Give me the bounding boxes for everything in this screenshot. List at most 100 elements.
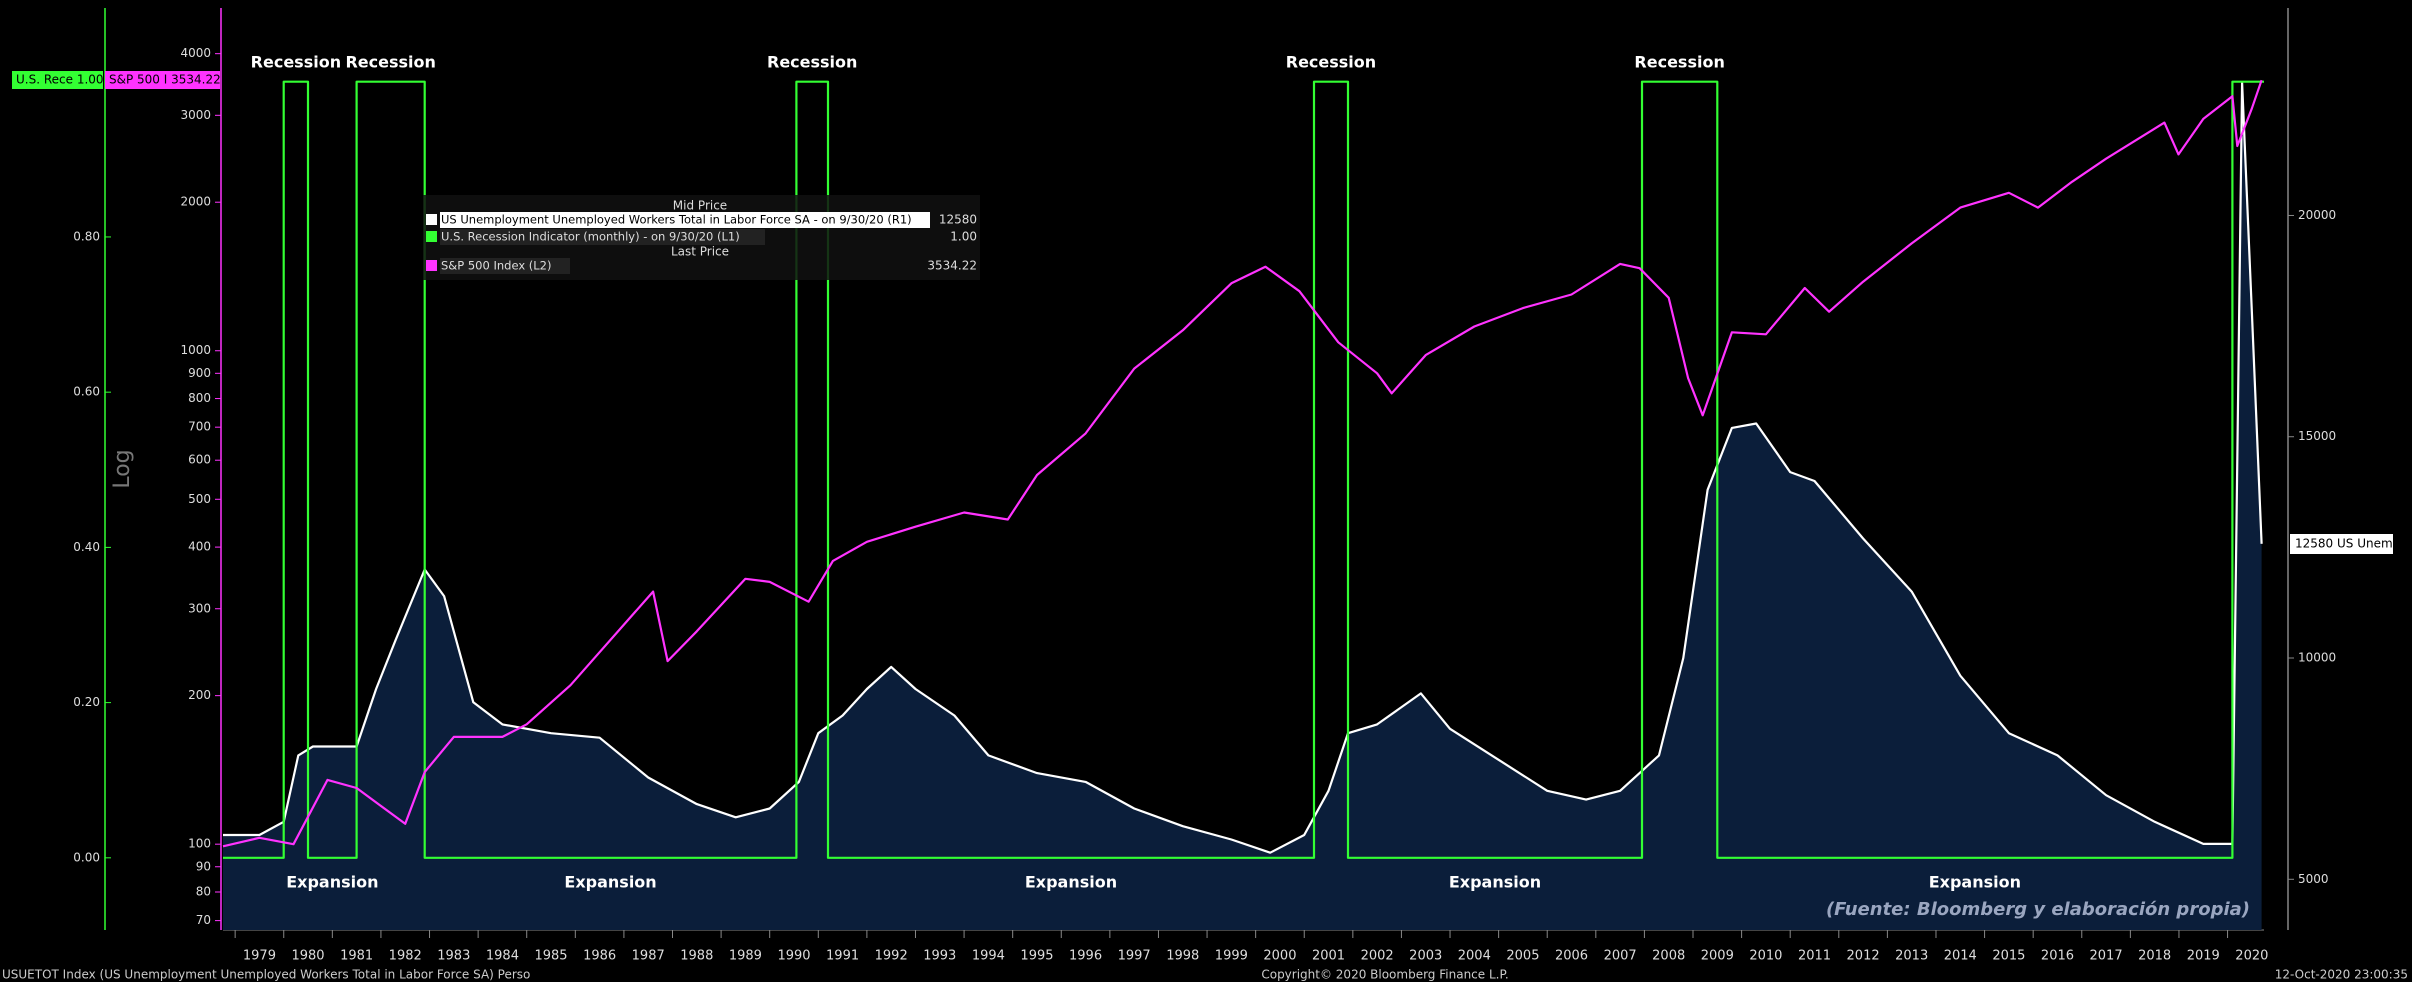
x-tick-label: 2009 [1701, 949, 1734, 964]
y-tick-label: 300 [188, 601, 211, 615]
x-tick-label: 1995 [1020, 949, 1053, 964]
y-tick-label: 100 [188, 837, 211, 851]
x-tick-label: 2020 [2235, 949, 2268, 964]
y3-tick-label: 0.20 [73, 695, 100, 709]
legend-entry: S&P 500 Index (L2) [441, 259, 551, 273]
x-tick-label: 2015 [1992, 949, 2025, 964]
y-tick-label: 70 [196, 913, 211, 927]
legend-swatch [426, 231, 437, 242]
y-tick-label: 400 [188, 540, 211, 554]
y-tick-label: 2000 [180, 195, 211, 209]
y2-tick-label: 10000 [2298, 651, 2336, 665]
x-tick-label: 2002 [1361, 949, 1394, 964]
x-tick-label: 1989 [729, 949, 762, 964]
x-tick-label: 2001 [1312, 949, 1345, 964]
recession-label: Recession [345, 53, 435, 72]
y-tick-label: 1000 [180, 343, 211, 357]
x-tick-label: 1990 [777, 949, 810, 964]
x-tick-label: 1997 [1118, 949, 1151, 964]
x-tick-label: 2011 [1798, 949, 1831, 964]
x-tick-label: 2006 [1555, 949, 1588, 964]
legend-entry: U.S. Recession Indicator (monthly) - on … [441, 230, 740, 244]
y-tick-label: 200 [188, 688, 211, 702]
y-tick-label: 600 [188, 453, 211, 467]
x-tick-label: 1983 [437, 949, 470, 964]
x-tick-label: 2018 [2138, 949, 2171, 964]
recession-badge [12, 71, 103, 89]
y-tick-label: 900 [188, 366, 211, 380]
x-tick-label: 1981 [340, 949, 373, 964]
x-tick-label: 1999 [1215, 949, 1248, 964]
legend-entry: US Unemployment Unemployed Workers Total… [441, 213, 912, 227]
legend-header: Mid Price [673, 199, 727, 213]
legend-value: 1.00 [950, 230, 977, 244]
source-note: (Fuente: Bloomberg y elaboración propia) [1826, 899, 2250, 920]
x-tick-label: 2005 [1506, 949, 1539, 964]
y2-tick-label: 15000 [2298, 429, 2336, 443]
plot-area [222, 79, 2264, 930]
series-area [223, 82, 2262, 930]
expansion-label: Expansion [564, 873, 656, 892]
x-tick-label: 1985 [534, 949, 567, 964]
y3-tick-label: 0.60 [73, 385, 100, 399]
log-label: Log [110, 449, 135, 488]
sp500-badge [105, 71, 220, 89]
x-tick-label: 2008 [1652, 949, 1685, 964]
x-tick-label: 1980 [291, 949, 324, 964]
x-tick-label: 1987 [632, 949, 665, 964]
x-tick-label: 2007 [1604, 949, 1637, 964]
x-tick-label: 1992 [875, 949, 908, 964]
y2-tick-label: 20000 [2298, 208, 2336, 222]
legend: Mid Price Last Price US Unemployment Une… [423, 195, 980, 280]
x-tick-label: 2000 [1263, 949, 1296, 964]
recession-badge-text: U.S. Rece 1.00 [16, 73, 104, 87]
x-tick-label: 1998 [1166, 949, 1199, 964]
recession-label: Recession [1286, 53, 1376, 72]
series-line [223, 80, 2264, 859]
series-line [223, 81, 2263, 854]
footer-center: Copyright© 2020 Bloomberg Finance L.P. [1261, 968, 1508, 982]
legend-text-bg [440, 212, 930, 228]
unemployment-badge-text: 12580 US Unempl [2295, 537, 2404, 551]
x-tick-label: 1993 [923, 949, 956, 964]
x-tick-label: 2014 [1944, 949, 1977, 964]
x-tick-label: 2010 [1749, 949, 1782, 964]
legend-swatch [426, 214, 437, 225]
x-tick-label: 2012 [1847, 949, 1880, 964]
legend-text-bg [440, 229, 765, 245]
expansion-label: Expansion [1449, 873, 1541, 892]
y-tick-label: 80 [196, 884, 211, 898]
expansion-label: Expansion [286, 873, 378, 892]
x-tick-label: 2013 [1895, 949, 1928, 964]
legend-value: 3534.22 [927, 259, 977, 273]
x-tick-label: 2019 [2187, 949, 2220, 964]
y-tick-label: 700 [188, 420, 211, 434]
x-tick-label: 1994 [972, 949, 1005, 964]
legend-header: Last Price [671, 245, 729, 259]
x-tick-label: 1986 [583, 949, 616, 964]
recession-label: Recession [767, 53, 857, 72]
recession-label: Recession [1634, 53, 1724, 72]
legend-swatch [426, 260, 437, 271]
y3-tick-label: 0.40 [73, 540, 100, 554]
x-tick-label: 1988 [680, 949, 713, 964]
y-tick-label: 800 [188, 391, 211, 405]
y3-tick-label: 0.00 [73, 850, 100, 864]
footer-left: USUETOT Index (US Unemployment Unemploye… [2, 968, 530, 982]
series-line [222, 79, 2263, 848]
y-tick-label: 4000 [180, 46, 211, 60]
x-tick-label: 2003 [1409, 949, 1442, 964]
y-tick-label: 3000 [180, 108, 211, 122]
y-tick-label: 90 [196, 859, 211, 873]
x-tick-label: 2016 [2041, 949, 2074, 964]
expansion-label: Expansion [1025, 873, 1117, 892]
y2-tick-label: 5000 [2298, 872, 2329, 886]
y-tick-label: 500 [188, 492, 211, 506]
legend-text-bg [440, 258, 570, 274]
x-tick-label: 1982 [389, 949, 422, 964]
footer-right: 12-Oct-2020 23:00:35 [2275, 968, 2408, 982]
x-tick-label: 1991 [826, 949, 859, 964]
x-tick-label: 2017 [2090, 949, 2123, 964]
x-tick-label: 1979 [243, 949, 276, 964]
